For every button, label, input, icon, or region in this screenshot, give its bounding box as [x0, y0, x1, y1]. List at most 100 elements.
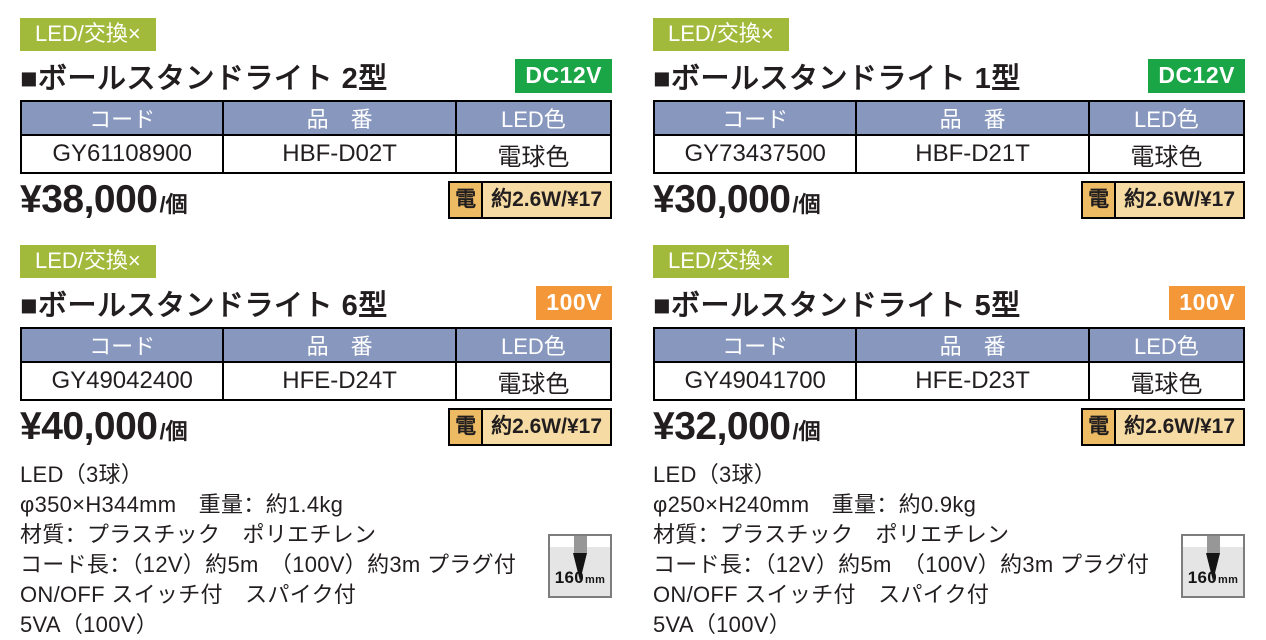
cell-led-color: 電球色 [454, 361, 613, 401]
header-code: コード [652, 327, 858, 363]
title-row: ■ボールスタンドライト 5型 100V [653, 284, 1245, 322]
table-header-row: コード 品 番 LED色 [19, 100, 613, 136]
spec-line: LED（3球） [653, 462, 777, 487]
title-row: ■ボールスタンドライト 1型 DC12V [653, 57, 1245, 95]
price-unit: /個 [159, 419, 188, 444]
spec-line: ON/OFF スイッチ付 スパイク付 [653, 582, 990, 607]
product-table: コード 品 番 LED色 GY49042400 HFE-D24T 電球色 [19, 327, 613, 401]
product-title: ■ボールスタンドライト 1型 [653, 62, 1021, 95]
power-value: 約2.6W/¥17 [1116, 183, 1243, 217]
cell-code: GY49041700 [652, 361, 858, 401]
spike-size: 160 [1187, 568, 1218, 587]
led-exchange-badge: LED/交換× [653, 18, 789, 51]
price-amount: ¥32,000 [653, 405, 791, 448]
price-row: ¥40,000/個 電 約2.6W/¥17 [20, 405, 612, 449]
table-row: GY73437500 HBF-D21T 電球色 [652, 134, 1246, 174]
cell-code: GY49042400 [19, 361, 225, 401]
price-unit: /個 [792, 192, 821, 217]
header-item-number: 品 番 [222, 327, 457, 363]
spike-cone-icon [1206, 553, 1220, 581]
header-led-color: LED色 [454, 327, 613, 363]
product-title: ■ボールスタンドライト 6型 [20, 289, 388, 322]
price: ¥40,000/個 [20, 405, 188, 449]
power-consumption-badge: 電 約2.6W/¥17 [448, 408, 612, 446]
price-unit: /個 [792, 419, 821, 444]
price: ¥38,000/個 [20, 178, 188, 222]
cell-code: GY61108900 [19, 134, 225, 174]
price-amount: ¥30,000 [653, 178, 791, 221]
power-value: 約2.6W/¥17 [483, 183, 610, 217]
cell-led-color: 電球色 [1087, 361, 1246, 401]
price-unit: /個 [159, 192, 188, 217]
spike-top-icon [574, 536, 587, 554]
table-header-row: コード 品 番 LED色 [19, 327, 613, 363]
price-row: ¥32,000/個 電 約2.6W/¥17 [653, 405, 1245, 449]
product-title: ■ボールスタンドライト 2型 [20, 62, 388, 95]
spec-line: ON/OFF スイッチ付 スパイク付 [20, 582, 357, 607]
product-title: ■ボールスタンドライト 5型 [653, 289, 1021, 322]
cell-item-number: HBF-D21T [855, 134, 1090, 174]
power-consumption-badge: 電 約2.6W/¥17 [1081, 408, 1245, 446]
led-exchange-badge: LED/交換× [20, 245, 156, 278]
title-row: ■ボールスタンドライト 6型 100V [20, 284, 612, 322]
power-consumption-badge: 電 約2.6W/¥17 [448, 181, 612, 219]
spike-unit: mm [585, 574, 606, 586]
cell-led-color: 電球色 [1087, 134, 1246, 174]
table-header-row: コード 品 番 LED色 [652, 100, 1246, 136]
header-led-color: LED色 [1087, 327, 1246, 363]
spec-line: 5VA（100V） [653, 612, 792, 637]
spec-line: コード長：（12V）約5m （100V）約3m プラグ付 [653, 552, 1150, 577]
voltage-badge: 100V [536, 285, 612, 320]
spec-text-block: LED（3球） φ350×H344mm 重量：約1.4kg 材質：プラスチック … [20, 460, 612, 640]
spike-diagram: 160mm [548, 534, 612, 598]
price-amount: ¥40,000 [20, 405, 158, 448]
spec-line: コード長：（12V）約5m （100V）約3m プラグ付 [20, 552, 517, 577]
header-item-number: 品 番 [855, 327, 1090, 363]
product-table: コード 品 番 LED色 GY61108900 HBF-D02T 電球色 [19, 100, 613, 174]
power-value: 約2.6W/¥17 [1116, 410, 1243, 444]
spec-line: LED（3球） [20, 462, 144, 487]
spike-diagram: 160mm [1181, 534, 1245, 598]
product-card-type1: LED/交換× ■ボールスタンドライト 1型 DC12V コード 品 番 LED… [652, 18, 1246, 222]
header-code: コード [652, 100, 858, 136]
table-row: GY49042400 HFE-D24T 電球色 [19, 361, 613, 401]
power-consumption-badge: 電 約2.6W/¥17 [1081, 181, 1245, 219]
led-exchange-badge: LED/交換× [20, 18, 156, 51]
price-amount: ¥38,000 [20, 178, 158, 221]
power-value: 約2.6W/¥17 [483, 410, 610, 444]
spike-unit: mm [1218, 574, 1239, 586]
table-row: GY49041700 HFE-D23T 電球色 [652, 361, 1246, 401]
cell-item-number: HFE-D24T [222, 361, 457, 401]
spec-text-block: LED（3球） φ250×H240mm 重量：約0.9kg 材質：プラスチック … [653, 460, 1245, 640]
spec-line: φ250×H240mm 重量：約0.9kg [653, 492, 977, 517]
price: ¥32,000/個 [653, 405, 821, 449]
spec-line: 材質：プラスチック ポリエチレン [20, 522, 377, 547]
led-exchange-badge: LED/交換× [653, 245, 789, 278]
voltage-badge: 100V [1169, 285, 1245, 320]
header-code: コード [19, 327, 225, 363]
spike-cone-icon [573, 553, 587, 581]
voltage-badge: DC12V [515, 58, 612, 93]
product-card-type5: LED/交換× ■ボールスタンドライト 5型 100V コード 品 番 LED色… [652, 245, 1246, 640]
spike-size: 160 [554, 568, 585, 587]
power-label: 電 [1083, 183, 1117, 217]
voltage-badge: DC12V [1148, 58, 1245, 93]
spec-line: φ350×H344mm 重量：約1.4kg [20, 492, 344, 517]
power-label: 電 [1083, 410, 1117, 444]
power-label: 電 [450, 410, 484, 444]
cell-led-color: 電球色 [454, 134, 613, 174]
product-card-type6: LED/交換× ■ボールスタンドライト 6型 100V コード 品 番 LED色… [19, 245, 613, 640]
power-label: 電 [450, 183, 484, 217]
price-row: ¥38,000/個 電 約2.6W/¥17 [20, 178, 612, 222]
table-header-row: コード 品 番 LED色 [652, 327, 1246, 363]
cell-item-number: HFE-D23T [855, 361, 1090, 401]
spec-line: 5VA（100V） [20, 612, 159, 637]
table-row: GY61108900 HBF-D02T 電球色 [19, 134, 613, 174]
spike-top-icon [1207, 536, 1220, 554]
price: ¥30,000/個 [653, 178, 821, 222]
product-table: コード 品 番 LED色 GY49041700 HFE-D23T 電球色 [652, 327, 1246, 401]
spike-length-label: 160mm [1183, 561, 1243, 595]
header-item-number: 品 番 [855, 100, 1090, 136]
price-row: ¥30,000/個 電 約2.6W/¥17 [653, 178, 1245, 222]
